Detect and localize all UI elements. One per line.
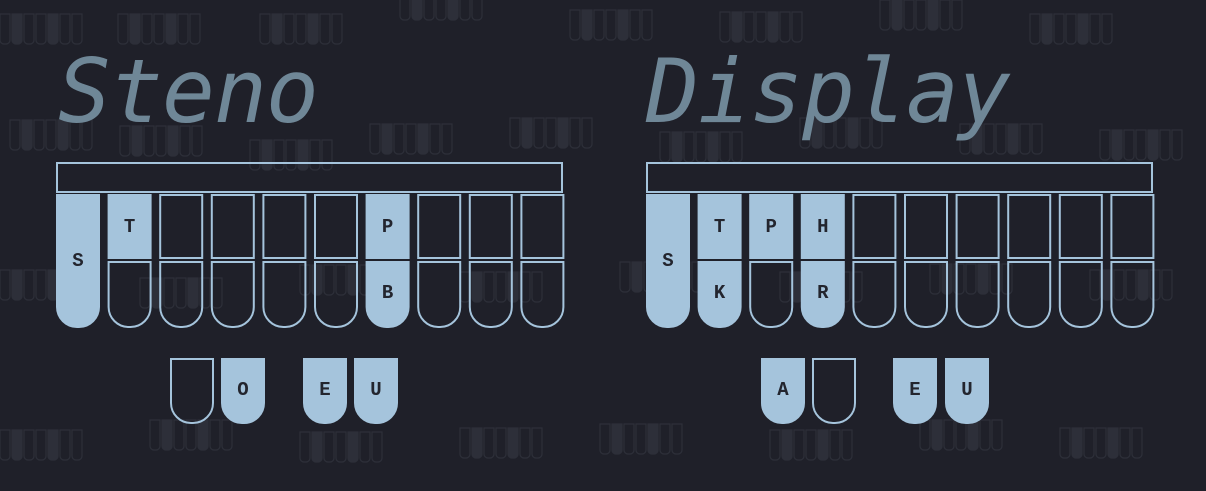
vowel-key [812, 358, 856, 424]
lower-key [314, 261, 358, 328]
upper-key-label: P [765, 216, 776, 238]
title-steno: Steno [58, 40, 319, 143]
upper-key [1007, 194, 1052, 259]
lower-key [468, 261, 513, 328]
vowel-key-label: U [370, 379, 381, 401]
lower-key [1110, 261, 1155, 328]
lower-key [955, 261, 1000, 328]
lower-key [365, 261, 410, 328]
lower-key-label: B [382, 282, 393, 304]
upper-key [749, 194, 794, 259]
upper-key [210, 194, 255, 259]
vowel-key [221, 358, 265, 424]
vowel-key-label: A [777, 379, 789, 401]
lower-key [1007, 261, 1052, 328]
lower-key [210, 261, 255, 328]
s-key-label: S [662, 250, 673, 272]
vowel-key [761, 358, 805, 424]
vowel-key [945, 358, 989, 424]
upper-key [697, 194, 742, 259]
vowel-key-label: E [319, 379, 330, 401]
upper-key-label: H [817, 216, 828, 238]
upper-key [520, 194, 565, 259]
title-display: Display [646, 40, 1011, 143]
lower-key [904, 261, 948, 328]
upper-key [107, 194, 152, 259]
upper-key [955, 194, 1000, 259]
number-bar [56, 162, 563, 193]
upper-key-label: T [714, 216, 725, 238]
vowel-key [303, 358, 347, 424]
lower-key [749, 261, 794, 328]
lower-key-label: R [817, 282, 829, 304]
vowel-key-label: O [237, 379, 248, 401]
vowel-key-label: U [961, 379, 972, 401]
upper-key [1058, 194, 1103, 259]
lower-key [107, 261, 152, 328]
vowel-key-label: E [909, 379, 920, 401]
upper-key [800, 194, 845, 259]
s-key-label: S [72, 250, 83, 272]
upper-key-label: P [382, 216, 393, 238]
s-key [646, 194, 690, 328]
upper-key [468, 194, 513, 259]
vowel-key [170, 358, 214, 424]
lower-key [262, 261, 307, 328]
lower-key-label: K [714, 282, 726, 304]
vowel-key [893, 358, 937, 424]
lower-key [852, 261, 897, 328]
upper-key [262, 194, 307, 259]
upper-key [417, 194, 462, 259]
display-keyboard-diagram: S T P H K R A E U [646, 162, 1155, 424]
steno-keyboard-diagram: S T P B O E U [56, 162, 565, 424]
lower-key [697, 261, 742, 328]
upper-key [159, 194, 204, 259]
lower-key [417, 261, 462, 328]
upper-key [904, 194, 948, 259]
upper-key [314, 194, 358, 259]
lower-key [159, 261, 204, 328]
upper-key-label: T [124, 216, 135, 238]
bg-pattern-group [0, 0, 1183, 463]
upper-key [1110, 194, 1155, 259]
number-bar [646, 162, 1153, 193]
upper-key [852, 194, 897, 259]
upper-key [365, 194, 410, 259]
vowel-key [354, 358, 398, 424]
lower-key [1058, 261, 1103, 328]
lower-key [520, 261, 565, 328]
lower-key [800, 261, 845, 328]
s-key [56, 194, 100, 328]
